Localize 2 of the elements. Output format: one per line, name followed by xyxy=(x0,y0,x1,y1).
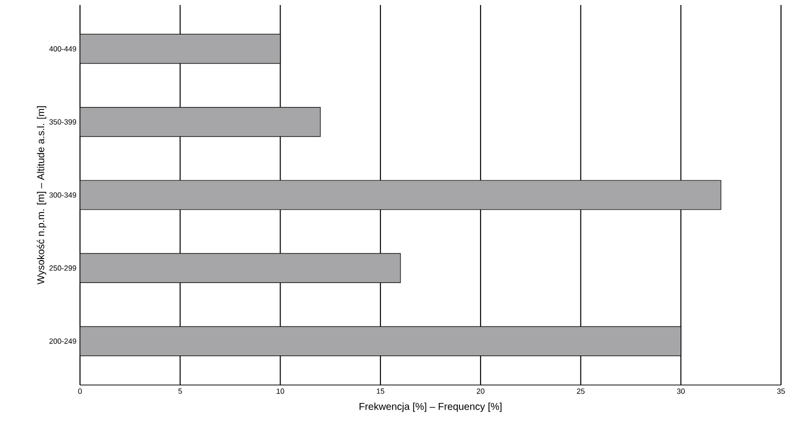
x-axis-title: Frekwencja [%] – Frequency [%] xyxy=(360,402,502,412)
y-axis-title: Wysokość n.p.m. [m] – Altitude a.s.l. [m] xyxy=(36,106,46,284)
